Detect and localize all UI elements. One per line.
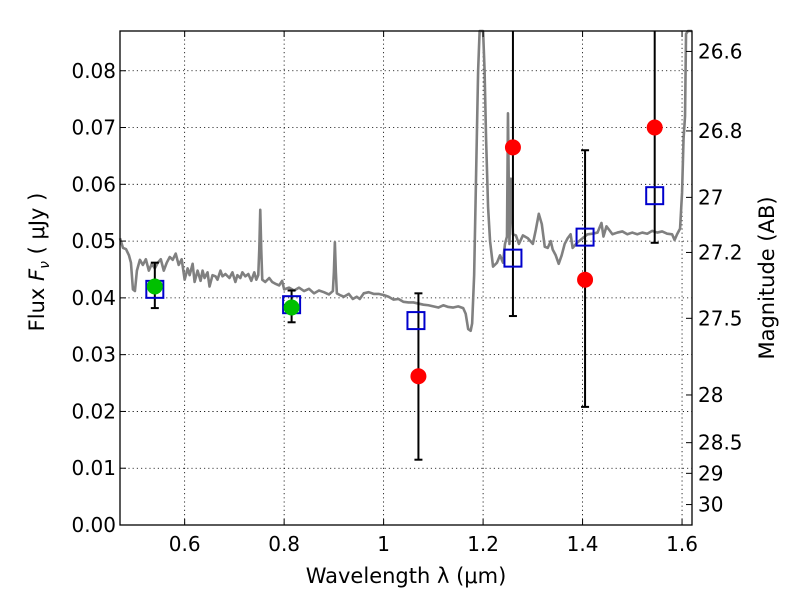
y-right-tick-label: 28 — [698, 383, 723, 407]
optical-detection-point — [283, 299, 300, 316]
y-axis-right-title: Magnitude (AB) — [755, 196, 779, 359]
y-tick-label: 0.05 — [71, 229, 116, 253]
y-tick-label: 0.08 — [71, 59, 116, 83]
y-axis-left-title-suffix: ( μJy ) — [25, 193, 49, 261]
model-photometry-square — [645, 186, 665, 206]
y-tick-label: 0.06 — [71, 172, 116, 196]
y-axis-left-title-subscript: ν — [37, 261, 53, 269]
y-tick-label: 0.04 — [71, 286, 116, 310]
y-tick-label: 0.02 — [71, 399, 116, 423]
optical-detection-point — [146, 278, 163, 295]
y-right-tick-label: 27.5 — [698, 306, 743, 330]
y-axis-left-title-symbol: F — [25, 268, 49, 281]
y-axis-left-title: Flux Fν ( μJy ) — [25, 193, 53, 332]
model-photometry-square — [503, 248, 523, 268]
y-right-tick-label: 26.6 — [698, 39, 743, 63]
y-tick-label: 0.01 — [71, 456, 116, 480]
nir-photometry-point — [646, 119, 663, 136]
y-right-tick-label: 28.5 — [698, 431, 743, 455]
nir-photometry-point — [504, 139, 521, 156]
plot-frame — [119, 30, 693, 526]
y-right-tick-label: 27 — [698, 185, 723, 209]
y-right-tick-label: 27.2 — [698, 240, 743, 264]
x-tick-label: 1.4 — [567, 532, 599, 556]
x-tick-label: 1 — [377, 532, 390, 556]
model-photometry-square — [575, 227, 595, 247]
x-axis-title: Wavelength λ (μm) — [306, 564, 507, 588]
model-photometry-square — [406, 311, 426, 331]
y-tick-label: 0.00 — [71, 513, 116, 537]
x-tick-label: 0.8 — [268, 532, 300, 556]
y-right-tick-label: 26.8 — [698, 119, 743, 143]
y-tick-label: 0.03 — [71, 343, 116, 367]
x-tick-label: 1.6 — [666, 532, 698, 556]
spectrum-line — [118, 29, 692, 333]
axis-ticks: 0.6 0.8 1 1.2 1.4 1.6 0.00 0.01 0.02 0.03 0.04 0.05… — [71, 31, 743, 556]
y-axis-left-title-prefix: Flux — [25, 281, 49, 331]
y-tick-label: 0.07 — [71, 116, 116, 140]
x-tick-label: 0.6 — [169, 532, 201, 556]
nir-photometry-point — [577, 271, 594, 288]
nir-photometry-point — [410, 368, 427, 385]
x-tick-label: 1.2 — [467, 532, 499, 556]
data-markers — [145, 119, 665, 385]
spectrum-layer — [118, 29, 692, 333]
y-right-tick-label: 29 — [698, 461, 723, 485]
y-right-tick-label: 30 — [698, 493, 723, 517]
